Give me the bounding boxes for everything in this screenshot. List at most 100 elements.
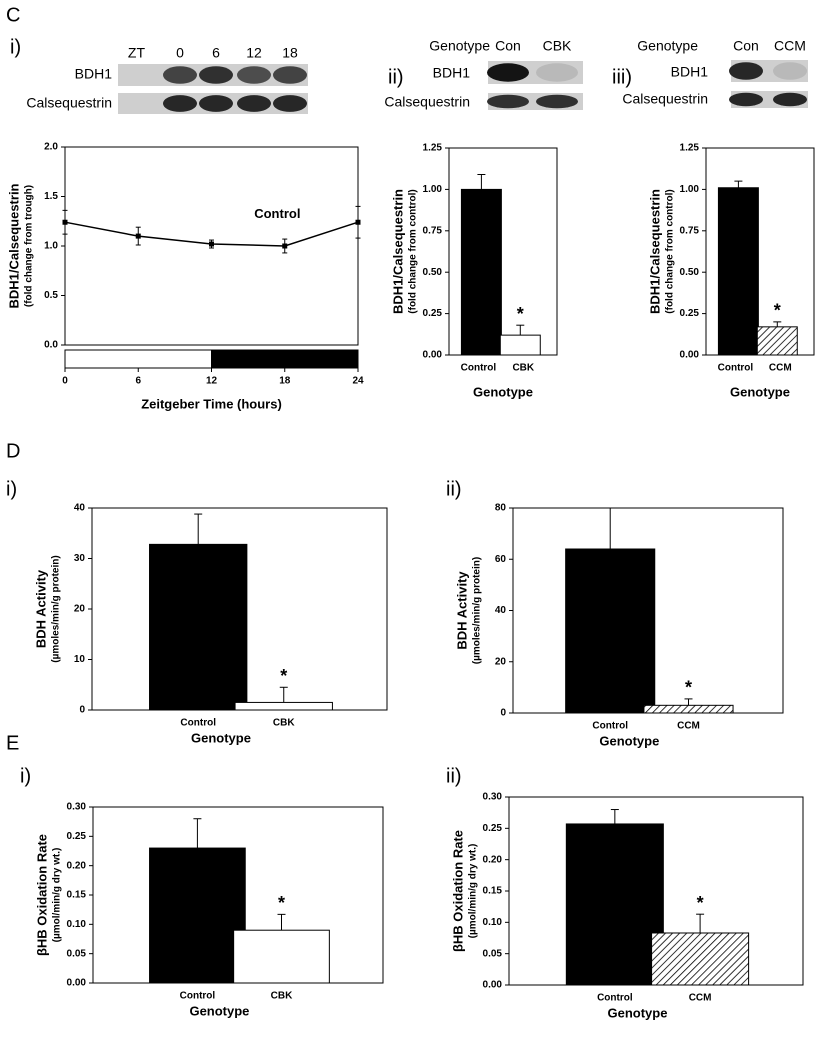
y-tick-label: 0.25 xyxy=(680,308,700,319)
lane-label: Con xyxy=(733,38,759,54)
x-tick-label: Control xyxy=(597,993,633,1004)
y-axis-subtitle: (µmoles/min/g protein) xyxy=(472,557,483,664)
point xyxy=(62,219,68,225)
blot-band xyxy=(487,63,529,82)
panel-label: i) xyxy=(6,478,17,500)
section-label: E xyxy=(6,732,19,754)
y-axis-subtitle: (fold change from trough) xyxy=(24,185,35,307)
point xyxy=(209,241,214,247)
y-axis-title: BDH1/Calsequestrin xyxy=(6,183,21,308)
y-tick-label: 0.75 xyxy=(423,225,443,236)
y-axis-subtitle: (µmol/min/g dry wt.) xyxy=(52,848,63,943)
lane-label: CCM xyxy=(774,38,806,54)
blot-band xyxy=(199,95,233,112)
blot-band xyxy=(273,66,307,84)
blot-band xyxy=(163,66,197,84)
y-tick-label: 0.50 xyxy=(423,267,443,278)
y-tick-label: 2.0 xyxy=(44,142,58,153)
x-tick-label: Control xyxy=(180,718,216,729)
x-tick-label: CBK xyxy=(512,363,534,374)
blot-row-label: BDH1 xyxy=(433,65,471,81)
panel-label: i) xyxy=(20,765,31,787)
blot-band xyxy=(729,62,763,80)
x-axis-title: Genotype xyxy=(189,1003,249,1018)
y-tick-label: 20 xyxy=(495,656,507,667)
lane-label: 6 xyxy=(212,45,220,61)
x-tick-label: CCM xyxy=(689,993,712,1004)
light-dark-bar xyxy=(211,349,359,369)
point xyxy=(135,233,141,239)
y-tick-label: 40 xyxy=(495,605,507,616)
annotation: * xyxy=(774,301,781,321)
bar xyxy=(234,701,333,711)
y-axis-title: βHB Oxidation Rate xyxy=(450,830,465,952)
bar xyxy=(460,188,502,356)
y-axis-title: BDH1/Calsequestrin xyxy=(647,189,662,314)
annotation: * xyxy=(278,893,285,913)
blot-header: Genotype xyxy=(429,38,490,54)
x-tick-label: 12 xyxy=(206,376,218,387)
y-tick-label: 0.15 xyxy=(67,890,87,901)
blot-row-label: BDH1 xyxy=(671,64,709,80)
blot-row-label: Calsequestrin xyxy=(384,94,470,110)
x-tick-label: Control xyxy=(592,721,628,732)
x-tick-label: 0 xyxy=(62,376,68,387)
blot-band xyxy=(773,62,807,80)
y-axis-subtitle: (µmoles/min/g protein) xyxy=(51,555,62,662)
x-axis-title: Zeitgeber Time (hours) xyxy=(141,396,282,411)
bar xyxy=(565,823,664,986)
y-tick-label: 1.5 xyxy=(44,191,58,202)
y-tick-label: 0.75 xyxy=(680,225,700,236)
y-axis-subtitle: (fold change from control) xyxy=(408,189,419,313)
y-tick-label: 0.25 xyxy=(67,831,87,842)
blot-band xyxy=(536,63,578,82)
y-tick-label: 0.10 xyxy=(67,919,87,930)
y-tick-label: 0.00 xyxy=(423,350,443,361)
y-tick-label: 40 xyxy=(74,503,86,514)
panel-label: ii) xyxy=(446,478,462,500)
blot-row-label: Calsequestrin xyxy=(26,95,112,111)
y-axis-subtitle: (fold change from control) xyxy=(665,189,676,313)
blot-band xyxy=(536,94,578,109)
annotation: Control xyxy=(254,206,300,221)
blot-band xyxy=(237,66,271,84)
annotation: * xyxy=(280,666,287,686)
y-tick-label: 0.15 xyxy=(483,886,503,897)
x-tick-label: CCM xyxy=(677,721,700,732)
light-dark-bar xyxy=(64,349,212,369)
lane-label: 18 xyxy=(282,45,298,61)
annotation: * xyxy=(685,678,692,698)
y-axis-title: BDH Activity xyxy=(454,571,469,650)
blot-band xyxy=(163,95,197,112)
blot-band xyxy=(729,92,763,107)
bar xyxy=(717,187,759,356)
y-tick-label: 0.0 xyxy=(44,340,58,351)
panel-label: ii) xyxy=(388,66,404,88)
y-tick-label: 1.0 xyxy=(44,241,58,252)
y-axis-title: BDH1/Calsequestrin xyxy=(390,189,405,314)
bar xyxy=(651,932,750,986)
x-tick-label: Control xyxy=(180,991,216,1002)
annotation: * xyxy=(697,893,704,913)
y-tick-label: 1.00 xyxy=(423,184,443,195)
x-axis-title: Genotype xyxy=(599,733,659,748)
y-tick-label: 0 xyxy=(500,708,506,719)
blot-band xyxy=(237,95,271,112)
x-tick-label: Control xyxy=(461,363,497,374)
blot-band xyxy=(487,94,529,109)
y-tick-label: 20 xyxy=(74,604,86,615)
panel-label: i) xyxy=(10,36,21,58)
bar xyxy=(565,548,656,714)
x-tick-label: CBK xyxy=(273,718,295,729)
y-tick-label: 0.25 xyxy=(423,308,443,319)
y-axis-title: BDH Activity xyxy=(33,569,48,648)
blot-band xyxy=(273,95,307,112)
x-tick-label: 18 xyxy=(279,376,291,387)
x-tick-label: Control xyxy=(718,363,754,374)
blot-band xyxy=(773,92,807,107)
blot-row-label: BDH1 xyxy=(75,66,113,82)
bar xyxy=(233,929,330,984)
y-tick-label: 0.05 xyxy=(67,948,87,959)
blot-band xyxy=(199,66,233,84)
